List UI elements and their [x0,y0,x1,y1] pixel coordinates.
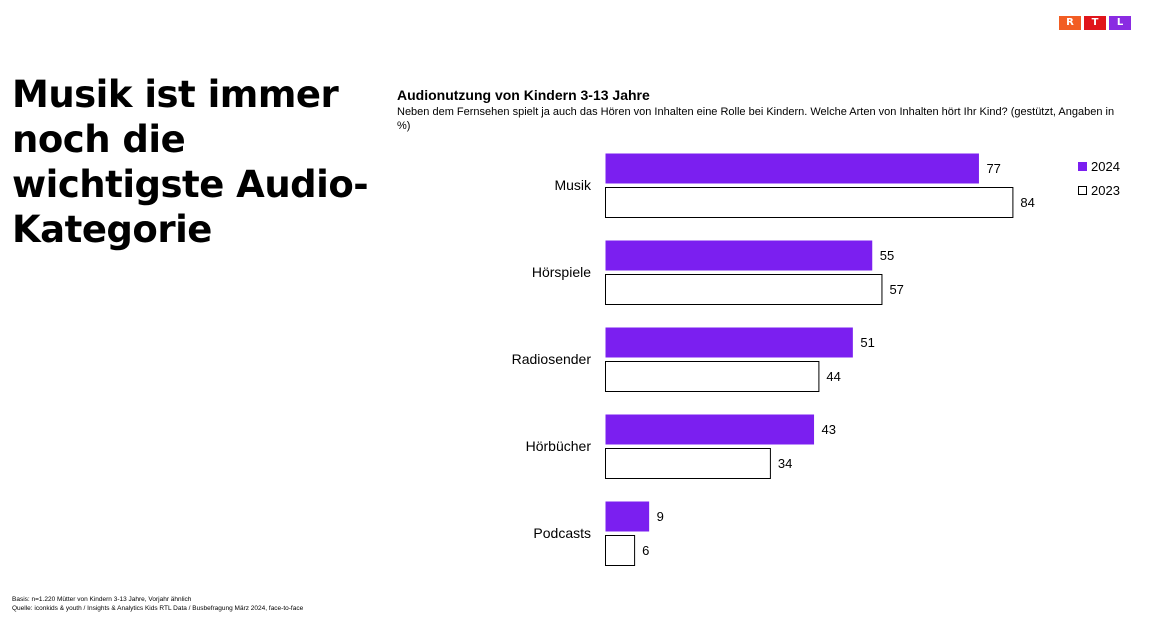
category-label-musik: Musik [554,177,592,193]
bar-hoerspiele-2023 [605,274,883,305]
legend-swatch-2023 [1078,185,1087,195]
footnote-basis: Basis: n=1.220 Mütter von Kindern 3-13 J… [12,596,192,603]
chart-subtitle: Neben dem Fernsehen spielt ja auch das H… [397,106,1115,132]
category-label-hoerspiele: Hörspiele [532,264,591,280]
logo-letter-l: L [1109,16,1131,30]
slide-headline: Musik ist immer noch die wichtigste Audi… [12,73,369,251]
bar-musik-2024 [605,153,979,184]
bar-musik-2023 [605,187,1014,218]
legend-label-2023: 2023 [1091,182,1120,198]
value-label-podcasts-2024: 9 [657,509,664,524]
rtl-logo: R T L [1059,16,1131,30]
value-label-radiosender-2024: 51 [860,335,874,350]
logo-letter-t: T [1084,16,1106,30]
legend-item-2023: 2023 [1078,178,1120,202]
category-label-hoerbuecher: Hörbücher [526,438,592,454]
legend-swatch-2024 [1078,161,1087,171]
bar-radiosender-2024 [605,327,853,358]
legend-item-2024: 2024 [1078,154,1120,178]
category-label-radiosender: Radiosender [512,351,592,367]
bar-hoerbuecher-2023 [605,448,771,479]
footnote: Basis: n=1.220 Mütter von Kindern 3-13 J… [12,595,303,613]
bar-podcasts-2023 [605,535,636,566]
value-label-hoerspiele-2023: 57 [889,282,903,297]
value-label-hoerspiele-2024: 55 [880,248,894,263]
value-label-musik-2023: 84 [1020,195,1034,210]
bar-hoerbuecher-2024 [605,414,815,445]
value-label-radiosender-2023: 44 [826,369,840,384]
bar-podcasts-2024 [605,501,650,532]
chart-legend: 2024 2023 [1078,154,1120,202]
logo-letter-r: R [1059,16,1081,30]
bar-radiosender-2023 [605,361,820,392]
category-label-podcasts: Podcasts [533,525,591,541]
value-label-hoerbuecher-2024: 43 [822,422,836,437]
value-label-musik-2024: 77 [986,161,1000,176]
footnote-source: Quelle: iconkids & youth / Insights & An… [12,605,304,612]
legend-label-2024: 2024 [1091,158,1120,174]
value-label-hoerbuecher-2023: 34 [778,456,792,471]
chart-title: Audionutzung von Kindern 3-13 Jahre [397,87,650,103]
bar-hoerspiele-2024 [605,240,873,271]
value-label-podcasts-2023: 6 [642,543,649,558]
